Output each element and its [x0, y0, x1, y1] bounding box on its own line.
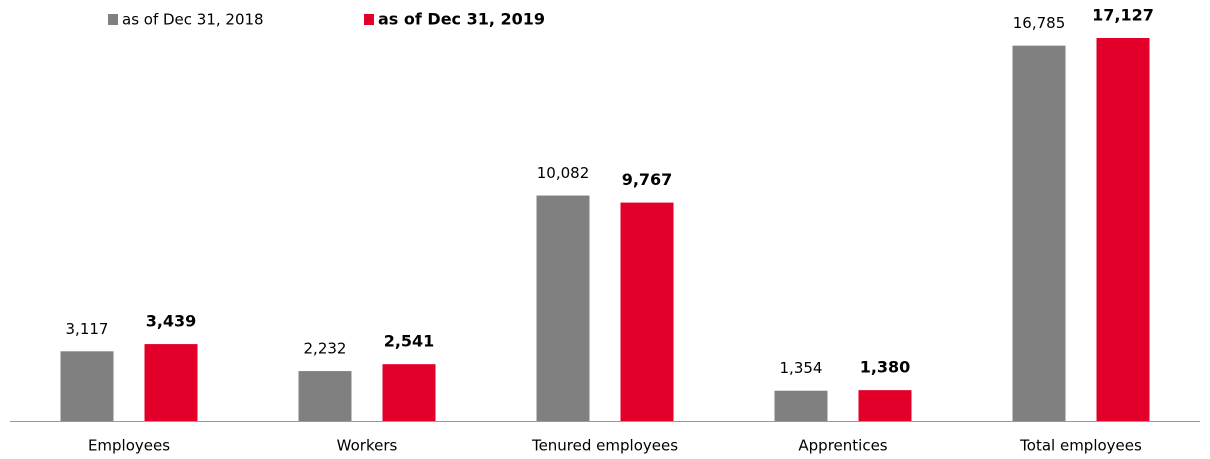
bar	[774, 390, 828, 421]
x-tick-label: Apprentices	[798, 437, 887, 455]
x-tick-label: Total employees	[1019, 437, 1142, 455]
bar	[620, 202, 674, 421]
data-label: 3,117	[66, 320, 109, 338]
data-label: 17,127	[1092, 6, 1154, 25]
data-label: 1,380	[860, 358, 911, 377]
data-label: 2,541	[384, 332, 435, 351]
data-label: 1,354	[780, 359, 823, 377]
data-label: 2,232	[304, 340, 347, 358]
data-label: 9,767	[622, 170, 673, 189]
bar	[1012, 45, 1066, 422]
data-label: 3,439	[146, 312, 197, 331]
x-tick-label: Employees	[88, 437, 170, 455]
data-label: 10,082	[537, 164, 590, 182]
bar	[144, 344, 198, 421]
bar	[858, 390, 912, 421]
x-tick-label: Tenured employees	[531, 437, 678, 455]
bar	[60, 351, 114, 421]
data-label: 16,785	[1013, 14, 1066, 32]
x-tick-label: Workers	[337, 437, 398, 455]
bar	[1096, 38, 1150, 421]
bar	[382, 364, 436, 421]
bar	[298, 371, 352, 421]
legend-label: as of Dec 31, 2018	[122, 11, 264, 29]
legend-label: as of Dec 31, 2019	[378, 10, 545, 29]
legend-swatch	[108, 14, 118, 25]
bar	[536, 195, 590, 421]
legend-swatch	[364, 14, 374, 25]
